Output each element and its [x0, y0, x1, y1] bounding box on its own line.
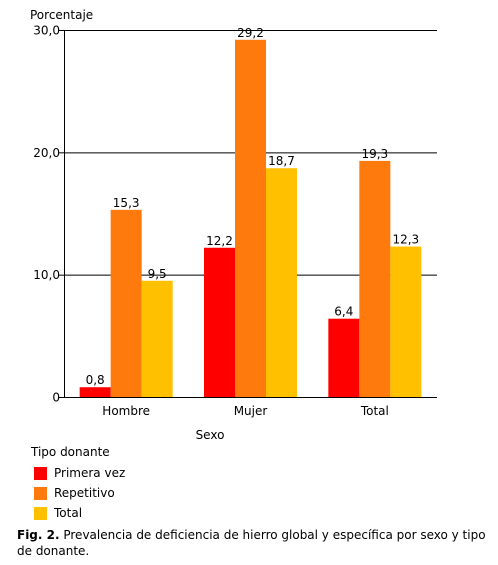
bar [359, 160, 391, 397]
legend-swatch-primera-vez [34, 466, 47, 480]
data-label: 12,2 [206, 234, 233, 248]
x-tick-label: Mujer [234, 404, 268, 418]
y-tick-label: 30,0 [33, 24, 60, 38]
caption-label: Fig. 2. [17, 528, 60, 542]
bar [235, 39, 266, 397]
legend-swatch-total [34, 506, 47, 520]
bar-chart: 0 10,0 20,0 30,0 0,8 15,3 9,5 Hombre 12,2 29,2 18,… [33, 24, 437, 440]
legend-label: Total [54, 506, 83, 520]
bar [110, 209, 142, 397]
legend-swatch-repetitivo [34, 486, 47, 500]
y-tick-label: 20,0 [33, 146, 60, 160]
data-label: 29,2 [237, 26, 264, 40]
x-tick-label: Hombre [102, 404, 150, 418]
legend-item-total: Total [31, 503, 125, 523]
figure-caption: Fig. 2. Prevalencia de deficiencia de hi… [17, 527, 487, 559]
y-tick-label: 10,0 [33, 268, 60, 282]
data-label: 19,3 [361, 147, 388, 161]
data-label: 12,3 [392, 233, 419, 247]
x-axis-title: Sexo [196, 428, 225, 440]
bar [141, 280, 173, 397]
data-label: 0,8 [86, 373, 105, 387]
data-label: 9,5 [148, 267, 167, 281]
y-tick-label: 0 [52, 391, 60, 405]
legend-label: Primera vez [54, 466, 126, 480]
legend-item-primera-vez: Primera vez [31, 463, 125, 483]
data-label: 6,4 [334, 305, 353, 319]
legend-title: Tipo donante [31, 445, 110, 459]
legend: Tipo donante Primera vez Repetitivo Tota… [31, 445, 125, 523]
bar [79, 387, 111, 397]
bar [204, 247, 235, 397]
caption-text: Prevalencia de deficiencia de hierro glo… [17, 528, 486, 558]
y-axis-title: Porcentaje [30, 8, 94, 22]
bar [328, 318, 360, 397]
bar [266, 168, 297, 397]
bar [390, 246, 422, 397]
legend-label: Repetitivo [54, 486, 115, 500]
data-label: 18,7 [268, 154, 295, 168]
data-label: 15,3 [113, 196, 140, 210]
x-tick-label: Total [360, 404, 389, 418]
legend-item-repetitivo: Repetitivo [31, 483, 125, 503]
